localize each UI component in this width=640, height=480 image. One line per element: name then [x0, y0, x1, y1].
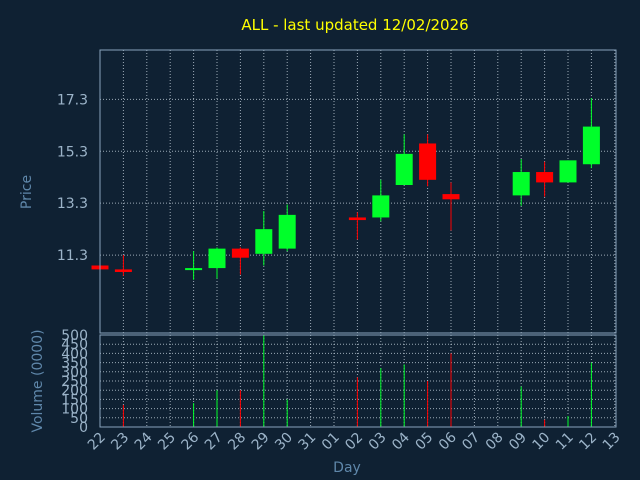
candle-body — [372, 195, 390, 218]
x-tick-label: 05 — [413, 430, 437, 454]
candle-body — [559, 160, 577, 183]
x-tick-label: 04 — [389, 429, 413, 453]
x-tick-label: 09 — [506, 430, 530, 454]
volume-tick-label: 450 — [61, 337, 88, 353]
x-tick-label: 01 — [319, 430, 343, 454]
price-tick-label: 17.3 — [57, 92, 88, 108]
candle-body — [114, 269, 132, 272]
x-tick-label: 25 — [155, 430, 179, 454]
candle-body — [395, 153, 413, 186]
candle-body — [512, 172, 530, 196]
x-tick-label: 29 — [249, 430, 273, 454]
candle — [231, 247, 249, 275]
candle — [255, 210, 273, 266]
volume-tick-label: 250 — [61, 374, 88, 390]
candle-body — [348, 217, 366, 221]
x-tick-label: 27 — [202, 430, 226, 454]
candle-body — [231, 248, 249, 258]
candle — [372, 179, 390, 222]
candle-body — [582, 126, 600, 165]
volume-tick-label: 0 — [79, 420, 88, 436]
price-tick-labels: 11.3 13.3 15.3 17.3 — [57, 92, 88, 264]
candle — [582, 98, 600, 169]
candle — [114, 255, 132, 276]
candle-body — [419, 143, 437, 180]
candle — [512, 159, 530, 206]
x-tick-label: 12 — [576, 430, 600, 454]
candle — [395, 134, 413, 186]
candle — [208, 247, 226, 279]
volume-axis-label: Volume (0000) — [30, 329, 46, 432]
volume-tick-label: 50 — [70, 411, 88, 427]
x-tick-label: 23 — [108, 430, 132, 454]
candle — [348, 212, 366, 240]
x-tick-label: 13 — [600, 430, 624, 454]
volume-tick-label: 150 — [61, 392, 88, 408]
candle — [559, 160, 577, 183]
volume-tick-label: 350 — [61, 356, 88, 372]
candles — [91, 98, 600, 280]
x-tick-label: 07 — [459, 430, 483, 454]
candle — [442, 182, 460, 231]
candle — [419, 134, 437, 187]
x-tick-label: 06 — [436, 429, 460, 453]
price-tick-label: 15.3 — [57, 144, 88, 160]
x-tick-label: 24 — [132, 429, 156, 453]
x-tick-label: 08 — [483, 430, 507, 454]
x-tick-label: 28 — [225, 430, 249, 454]
x-tick-label: 11 — [553, 430, 577, 454]
x-tick-label: 10 — [530, 430, 554, 454]
candle — [536, 161, 554, 197]
volume-tick-label: 400 — [61, 346, 88, 362]
volume-tick-label: 300 — [61, 365, 88, 381]
price-axis-label: Price — [19, 175, 35, 209]
volume-bars — [122, 335, 592, 427]
price-tick-label: 11.3 — [57, 248, 88, 264]
volume-tick-label: 200 — [61, 383, 88, 399]
candle-body — [442, 194, 460, 200]
candle-body — [255, 229, 273, 254]
price-tick-label: 13.3 — [57, 196, 88, 212]
price-panel-border — [99, 49, 617, 334]
x-tick-label: 02 — [342, 430, 366, 454]
x-tick-labels: 22 23 24 25 26 27 28 29 30 31 01 02 03 04 05 06 07 08 09 10… — [85, 429, 624, 453]
x-tick-label: 31 — [296, 430, 320, 454]
x-tick-label: 30 — [272, 430, 296, 454]
x-tick-label: 22 — [85, 430, 109, 454]
volume-tick-label: 500 — [61, 328, 88, 344]
candle-body — [278, 214, 296, 249]
chart-title: ALL - last updated 12/02/2026 — [241, 16, 468, 34]
volume-grid — [100, 334, 616, 428]
candle — [185, 251, 203, 280]
x-axis-label: Day — [333, 460, 361, 476]
volume-tick-label: 100 — [61, 402, 88, 418]
price-grid — [100, 50, 616, 333]
candle-body — [185, 268, 203, 271]
candle-body — [208, 248, 226, 269]
candle — [278, 204, 296, 252]
volume-panel-border — [99, 334, 617, 428]
x-tick-label: 26 — [179, 429, 203, 453]
x-tick-label: 03 — [366, 430, 390, 454]
candle-body — [536, 172, 554, 183]
